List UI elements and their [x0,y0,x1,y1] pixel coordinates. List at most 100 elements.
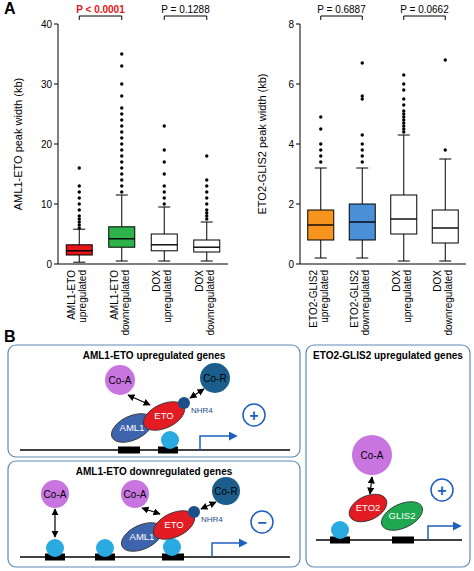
outlier [402,88,405,91]
outlier [78,223,81,226]
outlier [120,130,123,133]
box [151,234,177,251]
outlier [78,196,81,199]
outlier [319,154,322,157]
whisker-cap [398,261,410,262]
median [194,246,220,247]
whisker-cap [116,195,128,196]
x-tick-label: AML1-ETOupregulated [66,270,88,323]
upper-whisker [403,135,404,195]
outlier [120,142,123,145]
panel-frame [8,461,300,567]
outlier [78,217,81,220]
transcription-arrow [428,526,460,540]
y-tick [54,264,58,265]
p-value: P = 0.6887 [317,4,366,15]
outlier [163,184,166,187]
interaction-arrow [201,502,216,509]
whisker-cap [158,207,170,208]
fusion-part-label: GLIS2 [389,510,416,521]
co-activator [41,480,69,508]
domain-label: NHR4 [201,515,223,524]
x-tick-label: ETO2-GLIS2downregulated [349,270,371,336]
y-axis-label: ETO2-GLIS2 peak width (kb) [256,73,268,214]
panel-title: AML1-ETO upregulated genes [83,350,226,361]
y-tick [54,204,58,205]
outlier [205,211,208,214]
upper-whisker [445,159,446,210]
co-activator-label: Co-A [109,375,132,386]
outlier [78,184,81,187]
outlier [205,184,208,187]
outlier [163,172,166,175]
y-tick [54,24,58,25]
outlier [120,82,123,85]
outlier [78,226,81,229]
outlier [78,190,81,193]
dna-binding-factor [163,538,181,556]
outlier [402,97,405,100]
x-tick-label: AML1-ETOdownregulated [109,270,131,336]
co-activator-label: Co-A [44,489,67,500]
box [194,240,220,252]
outlier [120,124,123,127]
figure: AB010203040AML1-ETO peak width (kb)AML1-… [0,0,474,571]
fusion-part-label: AML1 [130,531,155,542]
outlier [205,202,208,205]
comparison-bracket [79,16,122,20]
box [308,210,334,240]
transcription-arrow [200,436,236,450]
upper-whisker [164,207,165,234]
y-tick-label: 20 [41,139,53,150]
lower-whisker [164,251,165,261]
outlier [78,208,81,211]
outlier [444,148,447,151]
outlier [120,178,123,181]
fusion-part [149,505,199,545]
upper-whisker [121,195,122,227]
y-tick [296,144,300,145]
outlier [402,121,405,124]
outlier [205,196,208,199]
whisker-cap [158,261,170,262]
y-tick-label: 6 [288,79,294,90]
lower-whisker [121,247,122,261]
whisker-cap [315,168,327,169]
outlier [205,208,208,211]
outlier [319,142,322,145]
x-axis-line [58,264,228,265]
outlier [402,130,405,133]
outlier [402,127,405,130]
outlier [402,124,405,127]
outlier [205,190,208,193]
outlier [402,73,405,76]
whisker-cap [439,261,451,262]
whisker-cap [356,168,368,169]
nhr4-domain [178,397,190,409]
outlier [361,97,364,100]
outlier [361,142,364,145]
outlier [120,160,123,163]
outlier [402,109,405,112]
co-activator [121,480,149,508]
outlier [402,112,405,115]
interaction-arrow [142,508,160,514]
effect-sign: − [257,514,266,531]
outlier [361,94,364,97]
panel-frame [306,345,470,567]
outlier [361,160,364,163]
effect-circle [251,511,273,533]
y-axis-label: AML1-ETO peak width (kb) [12,78,24,210]
y-tick-label: 0 [288,259,294,270]
outlier [120,136,123,139]
co-activator-label: Co-A [361,450,384,461]
outlier [120,166,123,169]
outlier [120,64,123,67]
interaction-arrow [370,477,372,494]
upper-whisker [320,168,321,210]
y-tick [54,144,58,145]
lower-whisker [320,240,321,258]
outlier [205,217,208,220]
box [391,195,417,234]
nhr4-domain [188,506,200,518]
